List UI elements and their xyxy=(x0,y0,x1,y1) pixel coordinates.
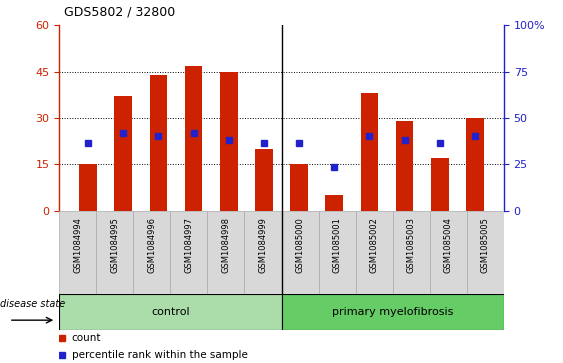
Bar xyxy=(467,211,504,294)
Text: GSM1085004: GSM1085004 xyxy=(444,217,453,273)
Text: GSM1085000: GSM1085000 xyxy=(296,217,305,273)
Bar xyxy=(59,211,96,294)
Bar xyxy=(96,211,133,294)
Text: primary myelofibrosis: primary myelofibrosis xyxy=(332,307,453,317)
Text: GSM1085003: GSM1085003 xyxy=(406,217,415,273)
Text: control: control xyxy=(151,307,190,317)
Text: GSM1084998: GSM1084998 xyxy=(221,217,230,273)
Bar xyxy=(171,211,207,294)
Bar xyxy=(244,211,282,294)
Text: GSM1084997: GSM1084997 xyxy=(184,217,193,273)
Bar xyxy=(185,66,202,211)
Bar xyxy=(361,93,378,211)
Text: count: count xyxy=(72,334,101,343)
Bar xyxy=(79,164,97,211)
Text: GDS5802 / 32800: GDS5802 / 32800 xyxy=(64,5,175,18)
Text: percentile rank within the sample: percentile rank within the sample xyxy=(72,350,248,360)
Bar xyxy=(282,211,319,294)
Bar xyxy=(396,121,413,211)
Text: GSM1085005: GSM1085005 xyxy=(481,217,490,273)
Bar xyxy=(319,211,356,294)
Text: GSM1084996: GSM1084996 xyxy=(148,217,157,273)
Text: GSM1084995: GSM1084995 xyxy=(110,217,119,273)
Bar xyxy=(220,72,238,211)
Text: GSM1084999: GSM1084999 xyxy=(258,217,267,273)
Bar xyxy=(393,211,430,294)
Bar xyxy=(325,195,343,211)
Bar xyxy=(114,97,132,211)
Bar xyxy=(59,294,282,330)
Bar xyxy=(291,164,308,211)
Text: GSM1085002: GSM1085002 xyxy=(370,217,379,273)
Bar xyxy=(282,294,504,330)
Bar xyxy=(207,211,244,294)
Text: GSM1085001: GSM1085001 xyxy=(333,217,342,273)
Bar xyxy=(133,211,171,294)
Bar xyxy=(466,118,484,211)
Bar xyxy=(431,158,449,211)
Bar xyxy=(255,149,272,211)
Bar xyxy=(356,211,393,294)
Bar xyxy=(150,75,167,211)
Text: disease state: disease state xyxy=(0,299,65,309)
Bar xyxy=(430,211,467,294)
Text: GSM1084994: GSM1084994 xyxy=(73,217,82,273)
